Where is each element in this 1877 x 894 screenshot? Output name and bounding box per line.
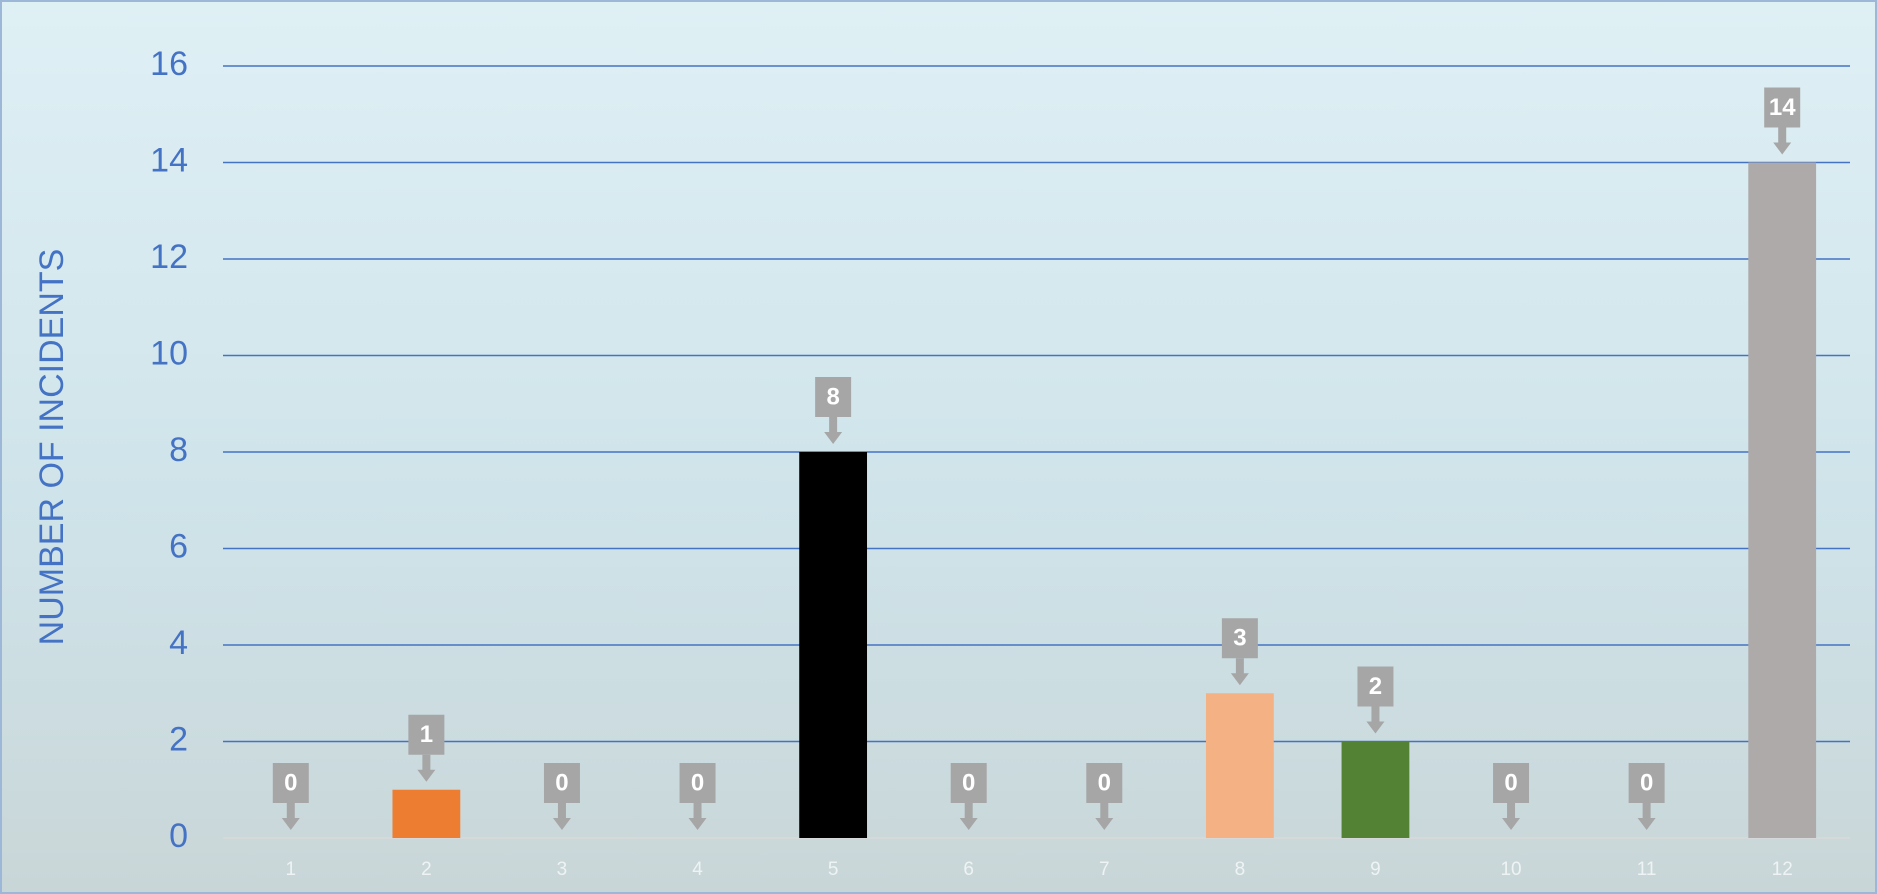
x-tick-label: 10	[1500, 859, 1521, 880]
bar	[799, 452, 868, 838]
data-label-arrow	[688, 803, 707, 830]
data-label: 0	[1640, 769, 1653, 796]
y-tick-label: 4	[169, 624, 188, 662]
data-label-box	[408, 714, 445, 755]
data-label: 0	[555, 769, 568, 796]
x-tick-label: 6	[963, 859, 974, 880]
data-label-arrow	[1366, 706, 1385, 734]
data-label-box	[1628, 763, 1665, 803]
data-label-arrow	[552, 803, 571, 830]
data-label-box	[272, 763, 309, 803]
data-label-arrow	[417, 754, 436, 782]
y-tick-label: 16	[150, 45, 188, 83]
data-label-box	[1764, 87, 1801, 128]
y-tick-label: 2	[169, 720, 188, 758]
data-label-box	[815, 377, 852, 417]
data-label-arrow	[1637, 803, 1656, 830]
bar	[1748, 162, 1817, 838]
y-tick-label: 14	[150, 141, 188, 179]
data-label-arrow	[1230, 658, 1249, 686]
x-tick-label: 4	[692, 859, 703, 880]
data-label-arrow	[824, 417, 843, 444]
data-label-arrow	[959, 803, 978, 830]
x-tick-label: 8	[1235, 859, 1246, 880]
data-label: 3	[1233, 625, 1246, 652]
bar	[392, 789, 461, 838]
x-tick-label: 5	[828, 859, 839, 880]
y-axis-label: NUMBER OF INCIDENTS	[33, 249, 71, 646]
x-tick-label: 11	[1637, 859, 1657, 880]
data-label-box	[1357, 666, 1394, 707]
data-label: 14	[1769, 94, 1796, 121]
data-label: 2	[1369, 673, 1382, 700]
x-tick-label: 9	[1370, 859, 1381, 880]
data-label: 0	[284, 769, 297, 796]
data-label: 1	[420, 721, 433, 748]
y-tick-label: 10	[150, 334, 188, 372]
data-label: 0	[691, 769, 704, 796]
data-label-arrow	[1773, 127, 1792, 155]
data-label: 0	[1098, 769, 1111, 796]
data-label: 8	[826, 383, 839, 410]
y-tick-label: 8	[169, 431, 188, 469]
bar	[1341, 741, 1410, 838]
data-label-arrow	[281, 803, 300, 830]
data-label-box	[679, 763, 716, 803]
data-label-box	[1086, 763, 1123, 803]
data-label: 0	[962, 769, 975, 796]
y-tick-label: 6	[169, 527, 188, 565]
x-tick-label: 12	[1772, 859, 1793, 880]
data-label-box	[950, 763, 987, 803]
y-tick-label: 0	[169, 817, 188, 855]
bar	[1205, 693, 1274, 838]
data-label-box	[543, 763, 580, 803]
data-label-box	[1493, 763, 1530, 803]
x-tick-label: 1	[286, 859, 297, 880]
data-label: 0	[1504, 769, 1517, 796]
x-tick-label: 7	[1099, 859, 1110, 880]
x-tick-label: 3	[557, 859, 568, 880]
x-tick-label: 2	[421, 859, 432, 880]
data-label-arrow	[1095, 803, 1114, 830]
y-tick-label: 12	[150, 238, 188, 276]
data-label-arrow	[1502, 803, 1521, 830]
data-label-box	[1221, 618, 1258, 659]
